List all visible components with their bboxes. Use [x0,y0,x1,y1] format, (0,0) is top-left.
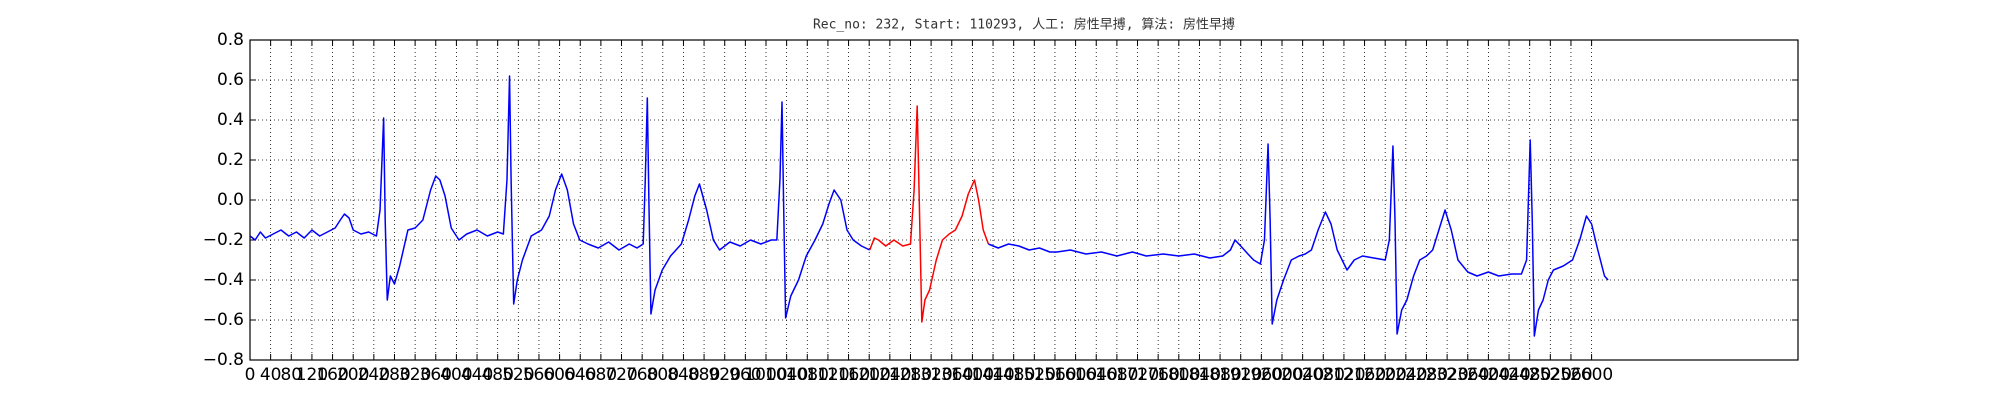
x-tick-label: 1320 [909,365,952,385]
x-tick-label: 720 [605,365,637,385]
x-tick-label: 120 [296,365,328,385]
x-tick-label: 0 [245,365,256,385]
x-tick-label: 640 [564,365,596,385]
x-tick-label: 240 [358,365,390,385]
x-tick-label: 280 [378,365,410,385]
x-tick-label: 520 [502,365,534,385]
x-tick-label: 1880 [1198,365,1241,385]
x-tick-label: 1640 [1075,365,1118,385]
x-tick-label: 1680 [1095,365,1138,385]
chart-title: Rec_no: 232, Start: 110293, 人工: 房性早搏, 算法… [813,17,1235,33]
x-tick-label: 1840 [1178,365,1221,385]
x-tick-label: 1720 [1116,365,1159,385]
y-tick-label: −0.6 [203,310,244,330]
x-tick-label: 1400 [951,365,994,385]
x-tick-label: 840 [667,365,699,385]
x-tick-label: 2120 [1322,365,1365,385]
x-tick-label: 2160 [1343,365,1386,385]
x-tick-label: 2360 [1446,365,1489,385]
x-tick-label: 1560 [1033,365,1076,385]
x-tick-label: 880 [688,365,720,385]
x-tick-label: 1920 [1219,365,1262,385]
y-tick-label: 0.6 [217,70,244,90]
x-tick-label: 960 [729,365,761,385]
x-tick-label: 160 [316,365,348,385]
x-tick-label: 360 [420,365,452,385]
y-tick-label: 0.8 [217,30,244,50]
ecg-line [988,139,1609,337]
x-tick-label: 2320 [1425,365,1468,385]
y-tick-label: 0.4 [217,110,244,130]
y-tick-label: 0.2 [217,150,244,170]
y-tick-label: 0.0 [217,190,244,210]
x-tick-label: 200 [337,365,369,385]
x-tick-label: 1280 [889,365,932,385]
x-tick-label: 1120 [806,365,849,385]
x-tick-label: 920 [708,365,740,385]
x-tick-label: 2600 [1570,365,1613,385]
x-tick-label: 1600 [1054,365,1097,385]
x-tick-label: 2200 [1364,365,1407,385]
x-tick-label: 2400 [1467,365,1510,385]
x-tick-label: 1440 [971,365,1014,385]
x-tick-label: 560 [523,365,555,385]
x-tick-label: 600 [543,365,575,385]
ecg-line [249,75,871,319]
x-tick-label: 1360 [930,365,973,385]
x-tick-label: 1000 [744,365,787,385]
x-tick-label: 1480 [992,365,1035,385]
x-tick-label: 680 [585,365,617,385]
x-tick-label: 2080 [1302,365,1345,385]
y-tick-label: −0.4 [203,270,244,290]
x-tick-label: 1760 [1137,365,1180,385]
x-tick-label: 760 [626,365,658,385]
y-tick-label: −0.8 [203,350,244,370]
x-tick-label: 400 [440,365,472,385]
x-tick-label: 2240 [1384,365,1427,385]
x-tick-label: 2480 [1508,365,1551,385]
x-tick-label: 1240 [868,365,911,385]
x-tick-label: 2280 [1405,365,1448,385]
x-tick-label: 800 [647,365,679,385]
plot-frame [249,39,1799,361]
x-tick-label: 1200 [848,365,891,385]
x-tick-label: 2000 [1260,365,1303,385]
x-tick-label: 2520 [1529,365,1572,385]
x-tick-label: 1960 [1240,365,1283,385]
x-tick-label: 40 [260,365,282,385]
x-tick-label: 320 [399,365,431,385]
x-tick-label: 2560 [1549,365,1592,385]
x-tick-label: 1080 [786,365,829,385]
ecg-line [869,105,990,323]
x-tick-label: 1160 [827,365,870,385]
x-tick-label: 1040 [765,365,808,385]
x-tick-label: 2440 [1487,365,1530,385]
x-tick-label: 80 [280,365,302,385]
x-tick-label: 1520 [1013,365,1056,385]
x-tick-label: 2040 [1281,365,1324,385]
x-tick-label: 480 [481,365,513,385]
x-tick-label: 1800 [1157,365,1200,385]
y-tick-label: −0.2 [203,230,244,250]
x-tick-label: 440 [461,365,493,385]
